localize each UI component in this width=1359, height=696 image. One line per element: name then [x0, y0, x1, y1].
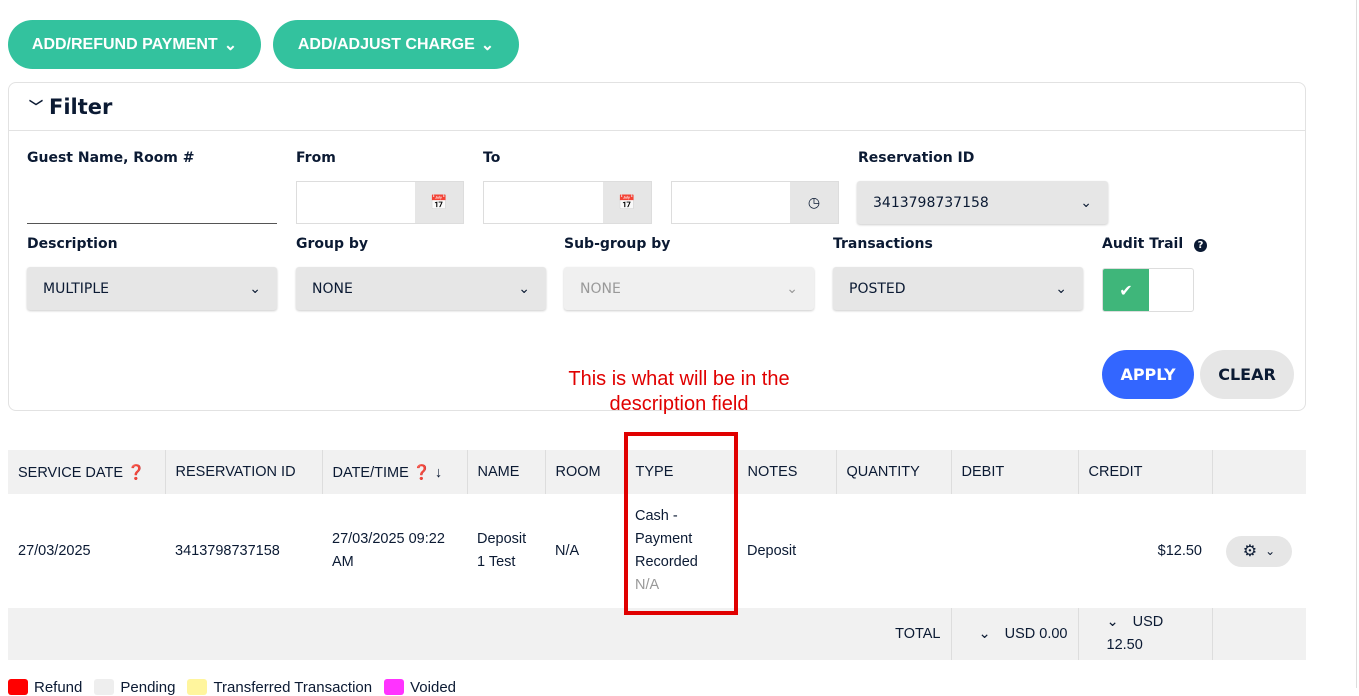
col-quantity[interactable]: QUANTITY	[836, 450, 952, 494]
cell-credit: $12.50	[1157, 542, 1202, 559]
scrollbar-edge	[1356, 0, 1357, 688]
chevron-down-icon: ⌄	[480, 36, 495, 54]
table-header: SERVICE DATE ❓ RESERVATION ID DATE/TIME …	[8, 450, 1306, 494]
help-icon[interactable]: ❓	[412, 464, 431, 481]
col-type[interactable]: TYPE	[625, 450, 738, 494]
subgroup-label: Sub-group by	[564, 236, 671, 252]
cell-notes: Deposit	[747, 542, 797, 559]
col-service-date[interactable]: SERVICE DATE ❓	[8, 450, 166, 494]
type-value: Cash - Payment Recorded	[635, 508, 698, 570]
col-debit[interactable]: DEBIT	[951, 450, 1079, 494]
chevron-down-icon: ⌄	[1055, 280, 1067, 297]
guest-label: Guest Name, Room #	[27, 150, 195, 166]
col-room[interactable]: ROOM	[545, 450, 626, 494]
audit-label-text: Audit Trail	[1102, 236, 1184, 252]
annotation-text: This is what will be in the description …	[568, 368, 790, 415]
description-value: MULTIPLE	[43, 280, 109, 297]
header-label: SERVICE DATE	[18, 464, 124, 481]
total-debit-value: USD 0.00	[1004, 625, 1068, 642]
total-credit-value: USD 12.50	[1106, 614, 1164, 653]
audit-trail-toggle[interactable]: ✔	[1102, 268, 1194, 312]
filter-title: Filter	[49, 94, 113, 119]
cell-name: Deposit 1 Test	[477, 531, 527, 570]
subgroup-value: NONE	[580, 280, 621, 297]
calendar-icon[interactable]: 📅	[415, 182, 463, 223]
reservation-value: 3413798737158	[873, 194, 989, 211]
group-value: NONE	[312, 280, 353, 297]
chevron-down-icon: ⌄	[1106, 614, 1119, 630]
check-icon: ✔	[1103, 269, 1149, 311]
total-label: TOTAL	[8, 608, 952, 660]
chevron-down-icon: ⌄	[223, 36, 238, 54]
chevron-down-icon: ⌄	[978, 625, 991, 642]
reservation-label: Reservation ID	[858, 150, 975, 166]
col-reservation-id[interactable]: RESERVATION ID	[165, 450, 323, 494]
col-name[interactable]: NAME	[467, 450, 546, 494]
header-label: DATE/TIME	[332, 464, 409, 481]
description-label: Description	[27, 236, 118, 252]
cell-quantity	[836, 494, 951, 608]
transactions-table: SERVICE DATE ❓ RESERVATION ID DATE/TIME …	[8, 450, 1306, 660]
sort-desc-icon[interactable]: ↓	[434, 464, 443, 481]
type-sub: N/A	[635, 577, 660, 593]
chevron-down-icon: ﹀	[29, 99, 43, 116]
col-datetime[interactable]: DATE/TIME ❓ ↓	[322, 450, 468, 494]
filter-toggle[interactable]: ﹀ Filter	[9, 83, 1305, 131]
col-credit[interactable]: CREDIT	[1078, 450, 1213, 494]
gear-icon: ⚙	[1242, 542, 1258, 560]
description-select[interactable]: MULTIPLE ⌄	[27, 267, 277, 310]
row-actions-button[interactable]: ⚙ ⌄	[1226, 535, 1292, 567]
cell-debit	[951, 494, 1078, 608]
reservation-select[interactable]: 3413798737158 ⌄	[857, 181, 1108, 224]
add-adjust-charge-label: ADD/ADJUST CHARGE	[297, 35, 475, 53]
subgroup-select: NONE ⌄	[564, 267, 814, 310]
chevron-down-icon: ⌄	[1265, 543, 1276, 558]
col-actions	[1212, 450, 1306, 494]
chevron-down-icon: ⌄	[249, 280, 261, 297]
add-refund-payment-label: ADD/REFUND PAYMENT	[31, 35, 218, 53]
chevron-down-icon: ⌄	[518, 280, 530, 297]
guest-input[interactable]	[27, 180, 277, 224]
help-icon[interactable]: ?	[1194, 239, 1208, 252]
filter-panel: ﹀ Filter	[8, 82, 1306, 411]
cell-service-date: 27/03/2025	[18, 542, 91, 559]
chevron-down-icon: ⌄	[786, 280, 798, 297]
table-row: 27/03/2025 3413798737158 27/03/2025 09:2…	[8, 494, 1306, 608]
from-date-input[interactable]: 📅	[296, 181, 464, 224]
add-refund-payment-button[interactable]: ADD/REFUND PAYMENT ⌄	[8, 20, 261, 69]
add-adjust-charge-button[interactable]: ADD/ADJUST CHARGE ⌄	[273, 20, 519, 69]
help-icon[interactable]: ❓	[127, 464, 146, 481]
to-label: To	[483, 150, 501, 166]
apply-button[interactable]: APPLY	[1102, 350, 1194, 399]
col-notes[interactable]: NOTES	[737, 450, 837, 494]
calendar-icon[interactable]: 📅	[603, 182, 651, 223]
to-time-input[interactable]: ◷	[671, 181, 839, 224]
transactions-select[interactable]: POSTED ⌄	[833, 267, 1083, 310]
annotation-box	[624, 432, 738, 615]
clock-icon[interactable]: ◷	[790, 182, 838, 223]
transactions-value: POSTED	[849, 280, 906, 297]
from-label: From	[296, 150, 336, 166]
cell-type: Cash - Payment Recorded N/A	[625, 494, 737, 608]
total-credit[interactable]: ⌄ USD 12.50	[1078, 608, 1213, 660]
group-select[interactable]: NONE ⌄	[296, 267, 546, 310]
cell-room: N/A	[555, 542, 580, 559]
chevron-down-icon: ⌄	[1080, 194, 1092, 211]
total-row: TOTAL ⌄ USD 0.00 ⌄ USD 12.50	[8, 608, 1306, 660]
cell-reservation-id: 3413798737158	[175, 542, 280, 559]
transactions-label: Transactions	[833, 236, 933, 252]
total-debit[interactable]: ⌄ USD 0.00	[951, 608, 1079, 660]
clear-button[interactable]: CLEAR	[1200, 350, 1294, 399]
to-date-input[interactable]: 📅	[483, 181, 652, 224]
group-label: Group by	[296, 236, 369, 252]
audit-label: Audit Trail ?	[1102, 236, 1208, 252]
cell-datetime: 27/03/2025 09:22 AM	[332, 531, 445, 570]
